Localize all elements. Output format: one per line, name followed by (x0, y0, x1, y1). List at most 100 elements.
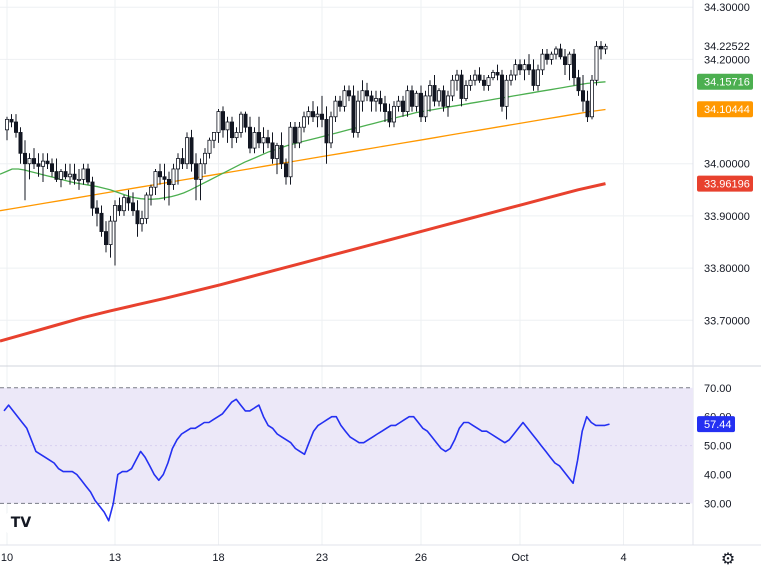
candle (351, 85, 356, 138)
candle (202, 148, 207, 175)
candle (288, 122, 293, 185)
candle (590, 75, 595, 120)
time-axis[interactable]: 10 13 18 23 26 Oct 4 (1, 552, 627, 564)
candle-body (454, 74, 459, 81)
candle (481, 75, 486, 91)
candle-body (104, 231, 109, 246)
candle (427, 80, 432, 112)
rsi-band (0, 387, 693, 504)
candlestick-series (5, 41, 608, 266)
candle-body (162, 176, 167, 180)
candle-body (36, 163, 41, 167)
candle (5, 116, 10, 141)
price-badge (697, 73, 753, 90)
candle-body (418, 92, 423, 118)
candle (603, 43, 608, 55)
candle (518, 59, 523, 76)
candle-body (468, 79, 473, 86)
candle-body (288, 126, 293, 178)
candle-body (90, 181, 95, 209)
candle (297, 122, 302, 149)
candle (445, 90, 450, 117)
candle-body (585, 100, 590, 118)
candle-body (256, 132, 261, 144)
candle-body (108, 220, 113, 246)
price-tick-label: 33.80000 (704, 263, 750, 275)
candle-body (450, 79, 455, 97)
time-tick-label: 10 (1, 552, 13, 564)
candle (400, 95, 405, 117)
candle-body (369, 95, 374, 102)
candle (558, 43, 563, 60)
candle (369, 90, 374, 112)
candle (315, 106, 320, 128)
candle (522, 59, 527, 81)
candle-body (382, 103, 387, 112)
price-badge (697, 175, 753, 192)
time-tick-label: 13 (109, 552, 121, 564)
candle-body (423, 95, 428, 118)
candle-body (32, 158, 37, 165)
candle-body (117, 205, 122, 212)
gear-icon[interactable]: ⚙ (720, 548, 736, 568)
rsi-series (3, 398, 610, 522)
candle (211, 132, 216, 149)
candle-body (432, 85, 437, 102)
candle-body (198, 163, 203, 180)
candle-body (283, 163, 288, 178)
tradingview-logo[interactable]: TV (6, 512, 36, 534)
candle-body (229, 121, 234, 139)
candle-body (279, 145, 284, 165)
candle-body (50, 163, 55, 172)
candle (252, 127, 257, 154)
candle-body (27, 158, 32, 165)
price-badge-label: 33.96196 (704, 179, 750, 191)
candle-body (531, 69, 536, 86)
candle (468, 75, 473, 91)
candle (536, 64, 541, 91)
candle (225, 116, 230, 143)
price-axis[interactable]: 34.30000 34.20000 34.00000 33.90000 33.80000… (697, 2, 753, 327)
rsi-tick-label: 40.00 (704, 470, 732, 482)
rsi-line (3, 398, 610, 522)
candle (572, 48, 577, 86)
candle-body (522, 64, 527, 71)
candle (175, 153, 180, 185)
candle (171, 163, 176, 190)
candle (27, 153, 32, 180)
candle (310, 101, 315, 122)
candle (63, 163, 68, 180)
candle-body (558, 48, 563, 58)
rsi-badge (697, 416, 735, 433)
candle-body (581, 90, 586, 102)
candle-body (153, 171, 158, 188)
price-tick-label: 33.90000 (704, 211, 750, 223)
price-tick-label: 33.70000 (704, 315, 750, 327)
candle-body (508, 74, 513, 81)
candle-body (274, 145, 279, 159)
candle-body (594, 45, 599, 81)
candle-body (18, 132, 23, 154)
candle-body (202, 152, 207, 165)
candle-body (603, 45, 608, 50)
candle-body (243, 113, 248, 128)
candle-body (59, 171, 64, 180)
candle (18, 127, 23, 164)
candle-body (216, 111, 221, 133)
candle (59, 168, 64, 188)
candle (387, 103, 392, 128)
candle (130, 192, 135, 216)
candle (459, 69, 464, 107)
candle-body (166, 178, 171, 186)
candle (432, 75, 437, 107)
candle (22, 140, 27, 201)
candle-body (554, 48, 559, 55)
candle (382, 95, 387, 122)
candle (265, 129, 270, 149)
candle (409, 85, 414, 112)
candle (95, 200, 100, 227)
candle (346, 85, 351, 102)
time-tick-label: 18 (212, 552, 224, 564)
